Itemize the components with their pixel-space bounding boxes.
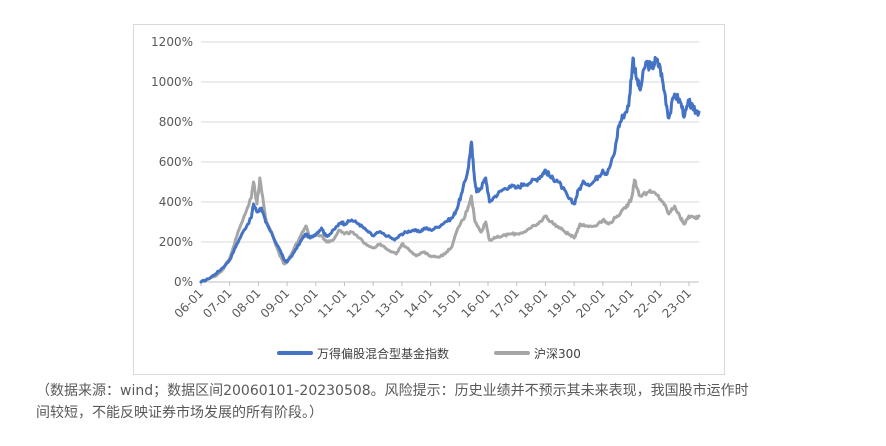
- x-tick-label: 13-01: [372, 286, 407, 321]
- x-tick-label: 10-01: [286, 286, 321, 321]
- footnote: （数据来源：wind；数据区间20060101-20230508。风险提示：历史…: [36, 380, 846, 424]
- x-tick-label: 15-01: [430, 286, 465, 321]
- x-tick-label: 22-01: [631, 286, 666, 321]
- footnote-line-1: （数据来源：wind；数据区间20060101-20230508。风险提示：历史…: [36, 383, 749, 399]
- gridlines: [201, 41, 699, 283]
- legend-label-0: 万得偏股混合型基金指数: [317, 346, 449, 361]
- x-tick-label: 23-01: [660, 286, 695, 321]
- y-axis-tick-labels: 0% 200% 400% 600% 800% 1000% 1200%: [151, 35, 193, 289]
- x-tick-label: 06-01: [172, 286, 207, 321]
- x-tick-label: 08-01: [229, 286, 264, 321]
- y-tick-label: 1000%: [151, 75, 193, 89]
- x-tick-label: 12-01: [344, 286, 379, 321]
- series-line-1: [199, 176, 701, 284]
- x-tick-label: 21-01: [602, 286, 637, 321]
- x-tick-label: 09-01: [258, 286, 293, 321]
- chart-frame: 0% 200% 400% 600% 800% 1000% 1200% 06-01 07-01 0…: [133, 24, 725, 375]
- x-tick-label: 20-01: [573, 286, 608, 321]
- series-line-0: [199, 55, 701, 284]
- x-tick-label: 18-01: [516, 286, 551, 321]
- x-tick-label: 16-01: [459, 286, 494, 321]
- x-tick-label: 14-01: [401, 286, 436, 321]
- footnote-line-2: 间较短，不能反映证券市场发展的所有阶段。）: [36, 405, 323, 421]
- x-tick-label: 19-01: [545, 286, 580, 321]
- x-tick-label: 07-01: [200, 286, 235, 321]
- legend-label-1: 沪深300: [534, 347, 581, 361]
- y-tick-label: 400%: [159, 195, 193, 209]
- y-tick-label: 800%: [159, 115, 193, 129]
- x-tick-label: 11-01: [315, 286, 350, 321]
- y-tick-label: 200%: [159, 235, 193, 249]
- x-tick-label: 17-01: [487, 286, 522, 321]
- x-axis-tick-labels: 06-0107-0108-0109-0110-0111-0112-0113-01…: [172, 282, 695, 321]
- line-chart: 0%200%400%600%800%1000%1200% 06-0107-010…: [151, 35, 701, 361]
- y-tick-label: 600%: [159, 155, 193, 169]
- series-lines: [199, 55, 701, 284]
- y-tick-label: 0%: [174, 275, 193, 289]
- legend: 万得偏股混合型基金指数 沪深300: [277, 346, 581, 361]
- y-tick-label: 1200%: [151, 35, 193, 49]
